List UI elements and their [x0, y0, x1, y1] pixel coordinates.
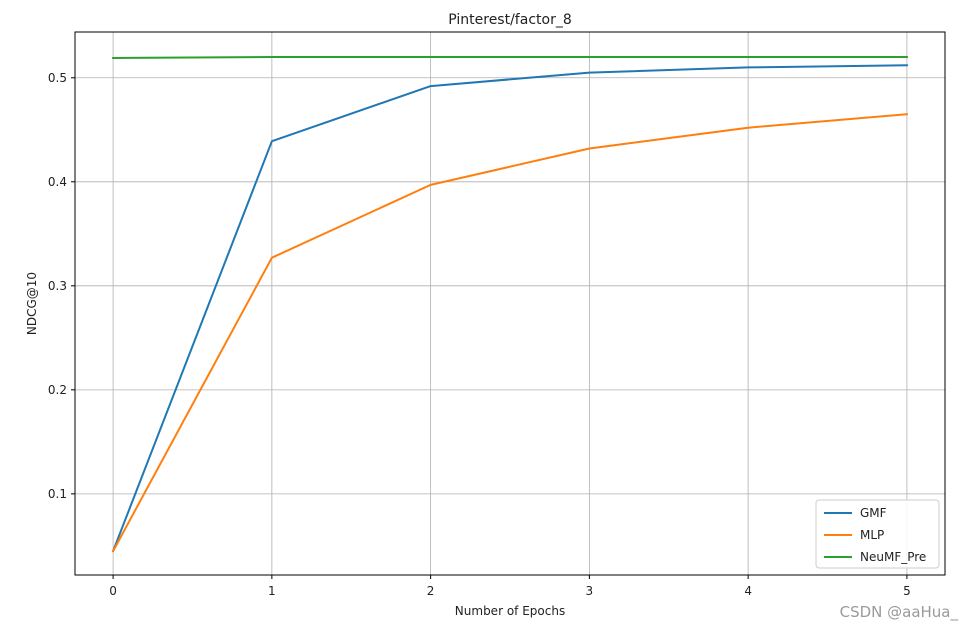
x-axis-label: Number of Epochs: [455, 604, 565, 618]
x-tick-label: 5: [903, 584, 911, 598]
legend-box: [815, 499, 940, 569]
x-axis-ticks: 0 1 2 3 4 5: [109, 575, 911, 598]
x-tick-label: 3: [586, 584, 594, 598]
y-tick-label: 0.4: [48, 175, 67, 189]
x-tick-label: 1: [268, 584, 276, 598]
grid: [75, 32, 945, 575]
legend-entry: MLP: [860, 528, 884, 542]
y-tick-label: 0.2: [48, 383, 67, 397]
watermark: CSDN @aaHua_: [839, 603, 958, 621]
y-axis-ticks: 0.1 0.2 0.3 0.4 0.5: [48, 71, 75, 501]
series-lines: [111, 56, 908, 553]
series-line-mlp: [111, 113, 908, 553]
y-tick-label: 0.3: [48, 279, 67, 293]
x-tick-label: 0: [109, 584, 117, 598]
series-line-gmf: [111, 64, 908, 553]
plot-area: [74, 31, 946, 576]
chart-title: Pinterest/factor_8: [448, 12, 571, 28]
legend-entry: NeuMF_Pre: [860, 550, 926, 564]
x-tick-label: 4: [744, 584, 752, 598]
series-line-neumf-pre: [112, 56, 908, 60]
legend: GMF MLP NeuMF_Pre: [815, 499, 940, 569]
y-tick-label: 0.1: [48, 487, 67, 501]
x-tick-label: 2: [427, 584, 435, 598]
y-axis-label: NDCG@10: [25, 272, 39, 335]
y-tick-label: 0.5: [48, 71, 67, 85]
legend-entry: GMF: [860, 506, 887, 520]
